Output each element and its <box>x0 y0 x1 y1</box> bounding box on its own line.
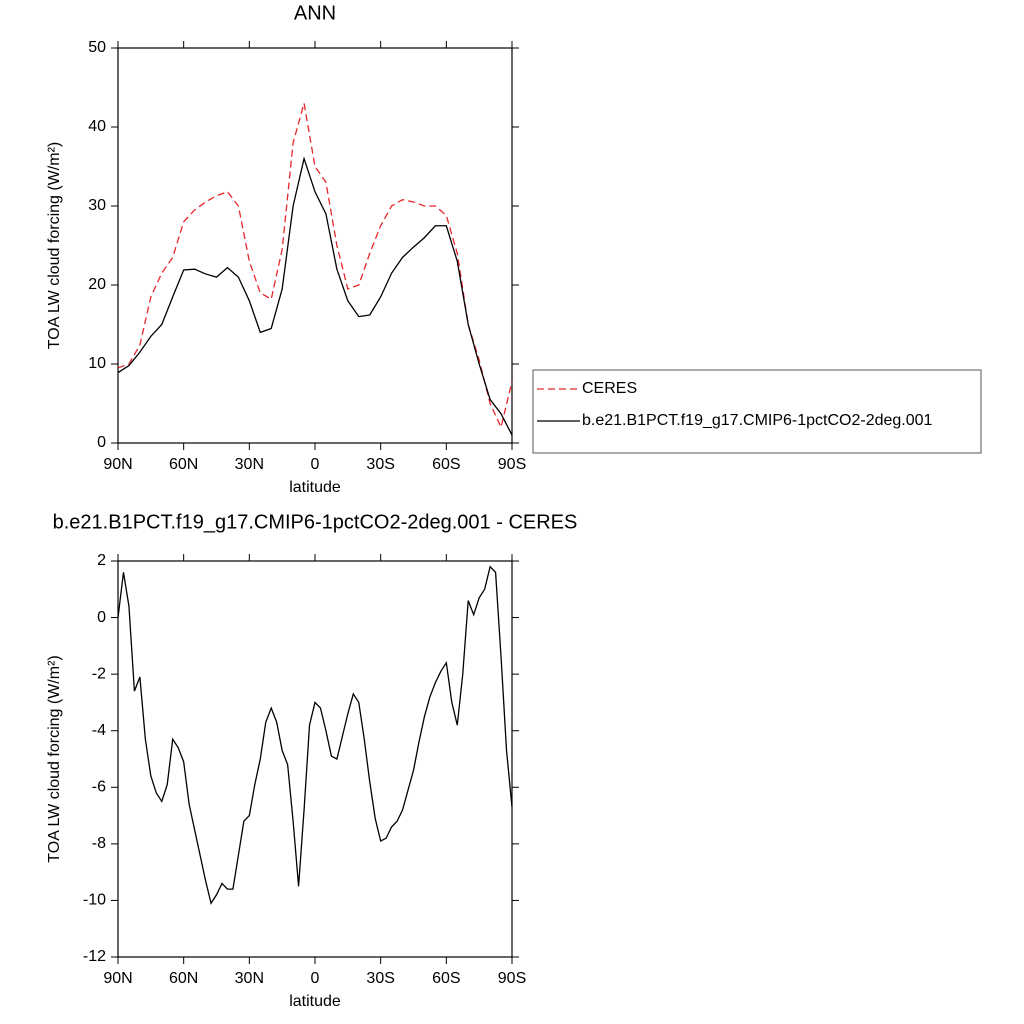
x-axis-label: latitude <box>289 479 341 496</box>
x-axis-label: latitude <box>289 993 341 1010</box>
x-tick-label: 30S <box>366 456 394 473</box>
x-tick-label: 60N <box>169 970 198 987</box>
legend-label: CERES <box>582 380 637 397</box>
x-tick-label: 30N <box>235 970 264 987</box>
chart-title: ANN <box>294 2 336 24</box>
x-tick-label: 0 <box>311 970 320 987</box>
y-tick-label: -2 <box>92 665 106 682</box>
chart-title: b.e21.B1PCT.f19_g17.CMIP6-1pctCO2-2deg.0… <box>53 511 578 533</box>
y-tick-label: -6 <box>92 779 106 796</box>
y-tick-label: -4 <box>92 722 106 739</box>
y-tick-label: 2 <box>97 552 106 569</box>
x-tick-label: 60S <box>432 970 460 987</box>
y-tick-label: 0 <box>97 434 106 451</box>
x-tick-label: 30N <box>235 456 264 473</box>
y-tick-label: 0 <box>97 609 106 626</box>
y-tick-label: 30 <box>88 197 106 214</box>
y-axis-label: TOA LW cloud forcing (W/m²) <box>46 142 63 349</box>
data-line <box>117 156 513 436</box>
y-tick-label: 20 <box>88 276 106 293</box>
legend-box <box>532 369 982 454</box>
legend-label: b.e21.B1PCT.f19_g17.CMIP6-1pctCO2-2deg.0… <box>582 412 933 429</box>
x-tick-label: 90N <box>103 456 132 473</box>
y-tick-label: -10 <box>83 892 106 909</box>
plot-frame <box>117 560 513 958</box>
data-line <box>117 103 513 430</box>
x-tick-label: 90S <box>498 970 526 987</box>
y-tick-label: 10 <box>88 355 106 372</box>
y-tick-label: 40 <box>88 118 106 135</box>
x-tick-label: 90S <box>498 456 526 473</box>
x-tick-label: 0 <box>311 456 320 473</box>
x-tick-label: 60N <box>169 456 198 473</box>
y-tick-label: -12 <box>83 948 106 965</box>
y-axis-label: TOA LW cloud forcing (W/m²) <box>46 655 63 862</box>
y-tick-label: -8 <box>92 835 106 852</box>
y-tick-label: 50 <box>88 39 106 56</box>
x-tick-label: 90N <box>103 970 132 987</box>
data-line <box>117 565 513 905</box>
x-tick-label: 60S <box>432 456 460 473</box>
x-tick-label: 30S <box>366 970 394 987</box>
